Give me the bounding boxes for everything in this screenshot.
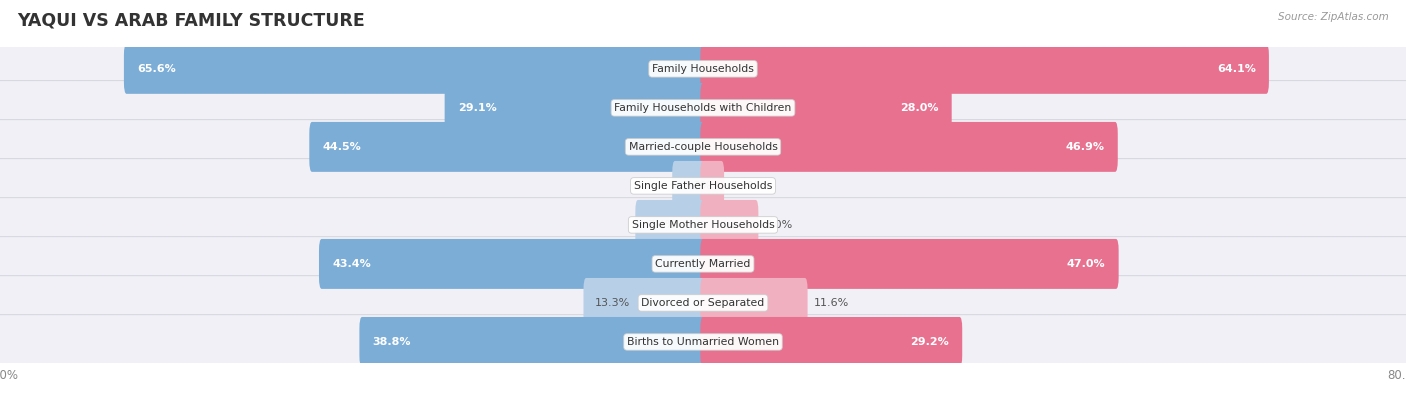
Text: 29.1%: 29.1% [458, 103, 496, 113]
FancyBboxPatch shape [444, 83, 706, 133]
Text: 47.0%: 47.0% [1067, 259, 1105, 269]
Text: Single Father Households: Single Father Households [634, 181, 772, 191]
Text: 38.8%: 38.8% [373, 337, 411, 347]
Text: 6.0%: 6.0% [765, 220, 793, 230]
FancyBboxPatch shape [700, 161, 724, 211]
FancyBboxPatch shape [700, 83, 952, 133]
FancyBboxPatch shape [700, 200, 758, 250]
Text: YAQUI VS ARAB FAMILY STRUCTURE: YAQUI VS ARAB FAMILY STRUCTURE [17, 12, 364, 30]
FancyBboxPatch shape [700, 278, 807, 328]
FancyBboxPatch shape [0, 120, 1406, 174]
Text: 46.9%: 46.9% [1066, 142, 1105, 152]
FancyBboxPatch shape [583, 278, 706, 328]
FancyBboxPatch shape [700, 317, 962, 367]
Text: 3.2%: 3.2% [683, 181, 711, 191]
FancyBboxPatch shape [309, 122, 706, 172]
Text: Married-couple Households: Married-couple Households [628, 142, 778, 152]
Text: 64.1%: 64.1% [1216, 64, 1256, 74]
Text: Currently Married: Currently Married [655, 259, 751, 269]
FancyBboxPatch shape [0, 158, 1406, 213]
FancyBboxPatch shape [0, 81, 1406, 135]
FancyBboxPatch shape [636, 200, 706, 250]
Text: Family Households with Children: Family Households with Children [614, 103, 792, 113]
Text: 44.5%: 44.5% [322, 142, 361, 152]
FancyBboxPatch shape [700, 122, 1118, 172]
Text: 7.4%: 7.4% [647, 220, 675, 230]
Text: 29.2%: 29.2% [910, 337, 949, 347]
Text: Divorced or Separated: Divorced or Separated [641, 298, 765, 308]
Text: 2.1%: 2.1% [730, 181, 759, 191]
Text: Source: ZipAtlas.com: Source: ZipAtlas.com [1278, 12, 1389, 22]
Text: 28.0%: 28.0% [900, 103, 939, 113]
FancyBboxPatch shape [672, 161, 706, 211]
FancyBboxPatch shape [360, 317, 706, 367]
FancyBboxPatch shape [0, 315, 1406, 369]
Text: Single Mother Households: Single Mother Households [631, 220, 775, 230]
FancyBboxPatch shape [124, 44, 706, 94]
FancyBboxPatch shape [0, 276, 1406, 330]
Text: 43.4%: 43.4% [332, 259, 371, 269]
Text: 65.6%: 65.6% [138, 64, 176, 74]
FancyBboxPatch shape [0, 237, 1406, 291]
FancyBboxPatch shape [700, 44, 1268, 94]
Text: 13.3%: 13.3% [595, 298, 630, 308]
FancyBboxPatch shape [700, 239, 1119, 289]
FancyBboxPatch shape [0, 198, 1406, 252]
Text: 11.6%: 11.6% [814, 298, 849, 308]
FancyBboxPatch shape [0, 41, 1406, 96]
FancyBboxPatch shape [319, 239, 706, 289]
Text: Family Households: Family Households [652, 64, 754, 74]
Text: Births to Unmarried Women: Births to Unmarried Women [627, 337, 779, 347]
